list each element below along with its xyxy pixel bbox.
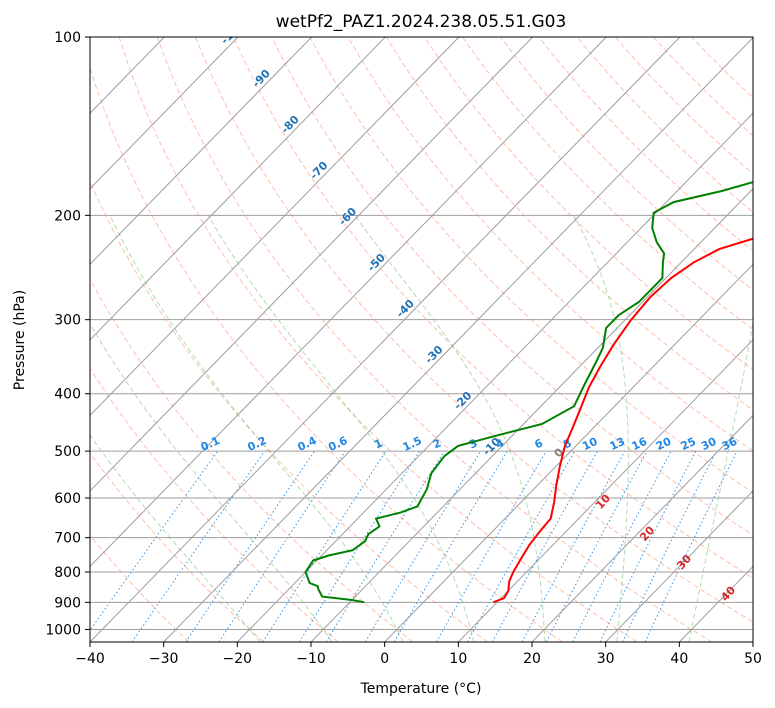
dry-adiabat-line [118, 37, 638, 642]
mixing-ratio-lines [90, 450, 738, 642]
dry-adiabat-line [271, 37, 753, 536]
dry-adiabat-line [90, 277, 414, 642]
plot-area: -100-90-80-70-60-50-40-30-20-100.10.20.4… [90, 37, 753, 642]
isotherm-line [90, 37, 607, 568]
y-axis: 100 200 300 400 500 600 700 800 900 1000 [45, 30, 90, 638]
dewpoint-profile-line [304, 181, 753, 604]
isotherm-line [384, 263, 753, 642]
mixing-ratio-label: 10 [580, 435, 600, 453]
dry-adiabat-line [233, 37, 753, 579]
x-tick-label: 30 [597, 651, 615, 667]
dry-adiabat-line [385, 37, 753, 411]
isotherm-line [90, 37, 534, 492]
y-tick-label: 1000 [45, 622, 81, 638]
mixing-ratio-label: 20 [654, 435, 674, 453]
x-tick-label: 40 [670, 651, 688, 667]
x-tick-label: 20 [523, 651, 541, 667]
y-tick-label: 800 [54, 565, 81, 581]
isotherm-line [90, 37, 239, 190]
moist-adiabat-line [354, 215, 546, 642]
mixing-ratio-line [467, 450, 576, 642]
plot-frame [89, 36, 754, 643]
dry-adiabat-line [538, 37, 753, 252]
mixing-ratio-label: 30 [699, 435, 719, 453]
dry-adiabat-line [156, 37, 712, 642]
mixing-ratio-label: 36 [720, 435, 740, 453]
profile-lines [304, 181, 753, 604]
moist-adiabat-line [109, 215, 404, 642]
y-tick-label: 200 [54, 208, 81, 224]
mixing-ratio-label: 13 [608, 435, 627, 453]
dry-adiabat-line [423, 37, 753, 371]
y-tick-label: 600 [54, 491, 81, 507]
x-tick-label: −20 [223, 651, 253, 667]
isotherm-line [90, 37, 313, 266]
mixing-ratio-line [621, 450, 717, 642]
isotherm-line [310, 188, 753, 642]
x-tick-label: 0 [380, 651, 389, 667]
dry-adiabat-line [90, 180, 488, 642]
dry-adiabat-line [90, 66, 563, 642]
mixing-ratio-line [262, 450, 387, 642]
mixing-ratio-label: 25 [679, 435, 698, 453]
x-tick-label: 10 [449, 651, 467, 667]
y-tick-label: 400 [54, 387, 81, 403]
isotherm-line [236, 112, 753, 642]
moist-adiabat-line [688, 320, 753, 642]
moist-adiabat-line [573, 215, 629, 642]
dry-adiabat-line [195, 37, 753, 623]
moist-adiabat-line [207, 215, 475, 642]
mixing-ratio-line [644, 450, 738, 642]
moist-adiabat-line [90, 434, 261, 642]
y-tick-label: 100 [54, 30, 81, 46]
y-tick-label: 500 [54, 444, 81, 460]
y-tick-label: 900 [54, 595, 81, 611]
mixing-ratio-line [491, 450, 598, 642]
isotherm-line [605, 490, 753, 642]
y-axis-label: Pressure (hPa) [12, 290, 28, 390]
isotherm-line [90, 37, 681, 642]
dry-adiabat-line [90, 534, 190, 642]
chart-title: wetPf2_PAZ1.2024.238.05.51.G03 [276, 12, 567, 32]
isotherm-line [457, 339, 753, 642]
mixing-ratio-line [364, 450, 482, 642]
x-axis-label: Temperature (°C) [360, 681, 482, 697]
moist-adiabat-line [90, 322, 333, 642]
y-tick-label: 700 [54, 531, 81, 547]
mixing-ratio-line [90, 450, 219, 632]
isotherm-line [531, 414, 753, 642]
moist-adiabats [90, 215, 753, 642]
isotherm-line [90, 37, 460, 417]
temperature-profile-line [492, 237, 753, 604]
x-tick-label: −10 [296, 651, 326, 667]
mixing-ratio-label: 16 [630, 435, 650, 453]
y-tick-label: 300 [54, 313, 81, 329]
x-tick-label: −30 [149, 651, 179, 667]
mixing-ratio-line [521, 450, 626, 642]
x-tick-label: −40 [75, 651, 105, 667]
dry-adiabat-line [614, 37, 753, 175]
mixing-ratio-line [325, 450, 445, 642]
x-axis: −40 −30 −20 −10 0 10 20 30 40 50 [75, 642, 762, 667]
mixing-ratio-line [435, 450, 547, 642]
x-tick-label: 50 [744, 651, 762, 667]
isotherm-line [163, 37, 753, 642]
dry-adiabats [90, 37, 753, 642]
pressure-gridlines [90, 37, 753, 630]
